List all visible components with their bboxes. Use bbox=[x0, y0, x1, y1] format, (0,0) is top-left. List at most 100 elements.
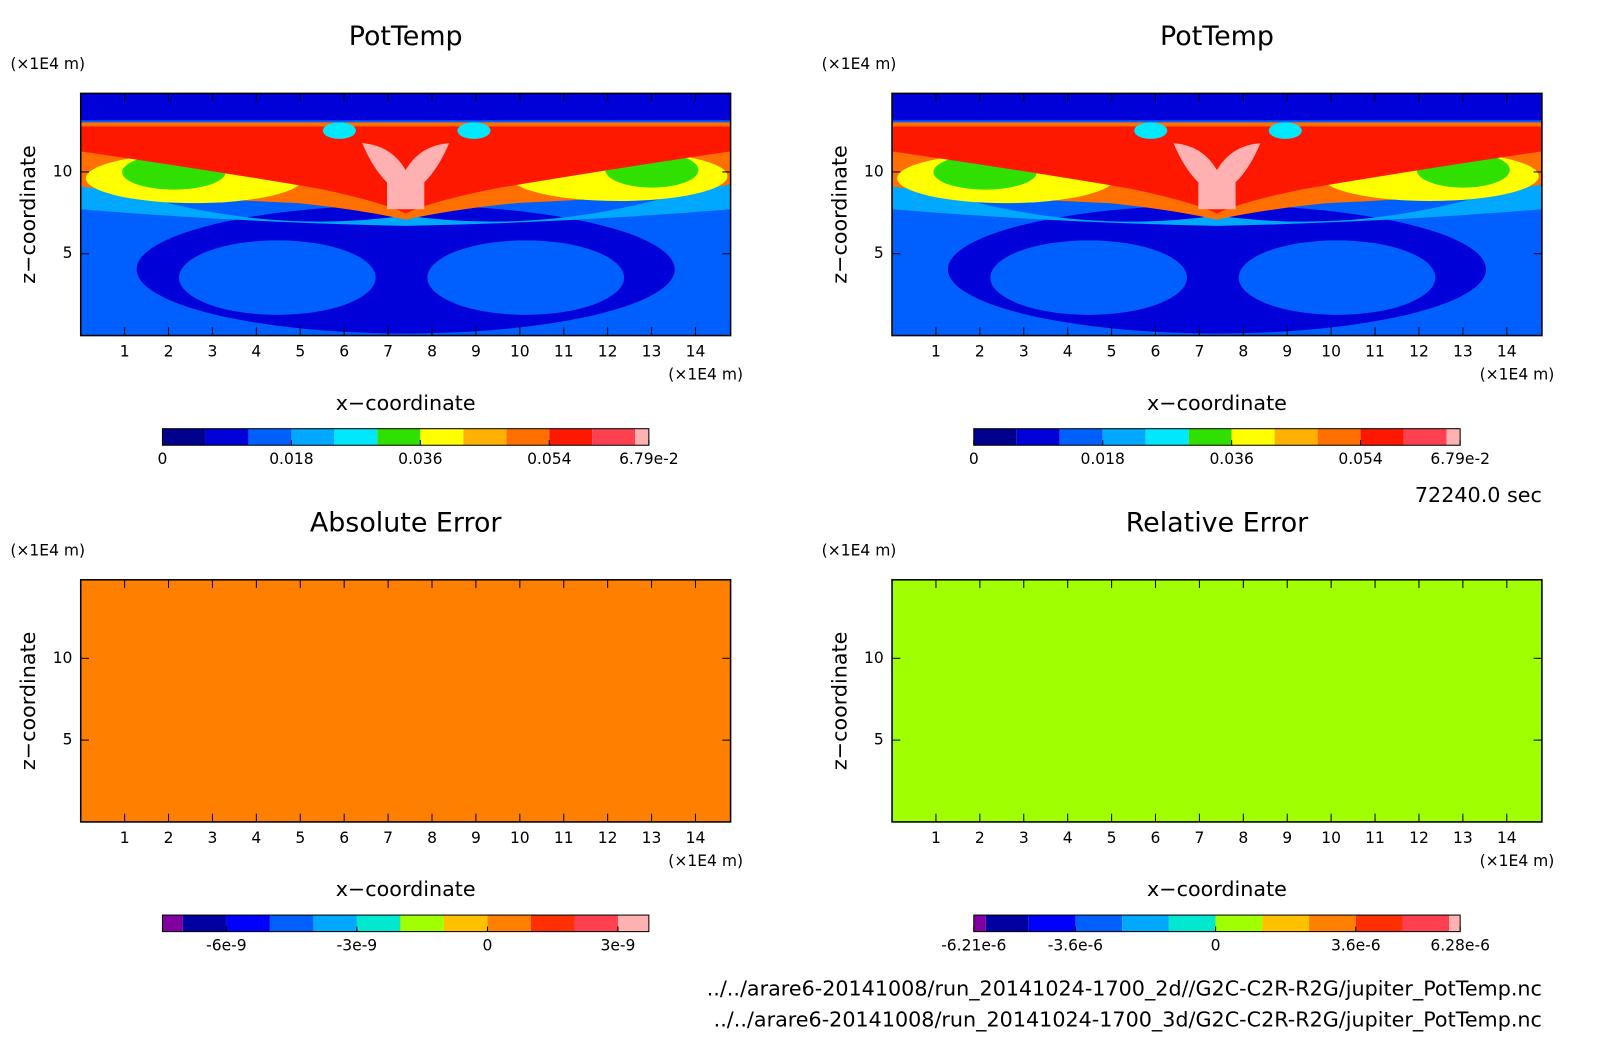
colorbar-segment bbox=[530, 915, 575, 932]
y-tick-label: 5 bbox=[63, 244, 73, 262]
colorbar-tick-label: 0 bbox=[1211, 937, 1221, 955]
colorbar-segment bbox=[463, 428, 507, 446]
colorbar-segment bbox=[377, 428, 421, 446]
x-tick-label: 13 bbox=[1453, 829, 1473, 847]
x-tick-label: 7 bbox=[383, 343, 393, 361]
y-tick-label: 10 bbox=[864, 162, 884, 180]
x-tick-label: 1 bbox=[931, 829, 941, 847]
x-tick-label: 7 bbox=[1194, 829, 1204, 847]
colorbar-tick-label: 0.018 bbox=[1081, 450, 1125, 468]
contour-region bbox=[427, 240, 625, 315]
contour-region bbox=[322, 122, 356, 139]
x-tick-label: 10 bbox=[510, 829, 530, 847]
y-unit: (×1E4 m) bbox=[10, 541, 85, 559]
colorbar-segment bbox=[1231, 428, 1275, 446]
x-tick-label: 11 bbox=[554, 343, 574, 361]
x-tick-label: 12 bbox=[1409, 343, 1429, 361]
colorbar-segment bbox=[205, 428, 249, 446]
colorbar-segment bbox=[1188, 428, 1232, 446]
y-unit: (×1E4 m) bbox=[10, 55, 85, 73]
x-tick-label: 6 bbox=[339, 343, 349, 361]
colorbar-segment bbox=[1262, 915, 1310, 932]
x-tick-label: 9 bbox=[1282, 343, 1292, 361]
colorbar-segment bbox=[162, 915, 183, 932]
x-tick-label: 6 bbox=[339, 829, 349, 847]
x-tick-label: 5 bbox=[1107, 829, 1117, 847]
plot-frame bbox=[891, 92, 1543, 337]
x-tick-label: 8 bbox=[427, 343, 437, 361]
x-tick-label: 10 bbox=[1321, 343, 1341, 361]
contour-region bbox=[362, 143, 450, 210]
x-axis-label: x−coordinate bbox=[1147, 877, 1287, 901]
plot-frame bbox=[79, 579, 732, 823]
colorbar-segment bbox=[420, 428, 464, 446]
x-tick-label: 10 bbox=[1321, 829, 1341, 847]
colorbar-segment bbox=[1168, 915, 1216, 932]
x-tick-label: 5 bbox=[295, 343, 305, 361]
colorbar-tick-label: 3e-9 bbox=[601, 937, 636, 955]
colorbar-segment bbox=[1446, 428, 1461, 446]
x-tick-label: 2 bbox=[975, 829, 985, 847]
contour-region bbox=[80, 93, 731, 121]
x-tick-label: 11 bbox=[1365, 829, 1385, 847]
x-unit: (×1E4 m) bbox=[668, 365, 743, 383]
x-tick-label: 11 bbox=[1365, 343, 1385, 361]
colorbar-segment bbox=[487, 915, 531, 932]
x-tick-label: 7 bbox=[1194, 343, 1204, 361]
panel: PotTemp (×1E4 m) (×1E4 m) x−coordinate z−coo… bbox=[822, 21, 1555, 468]
colorbar-tick-label: 6.79e-2 bbox=[1430, 450, 1490, 468]
y-tick-label: 10 bbox=[53, 649, 73, 667]
colorbar-tick-label: 0.054 bbox=[527, 450, 571, 468]
colorbar-segment bbox=[1122, 915, 1169, 932]
x-tick-label: 9 bbox=[1282, 829, 1292, 847]
panel-title: PotTemp bbox=[1160, 21, 1274, 52]
colorbar-tick-label: -6.21e-6 bbox=[941, 937, 1006, 955]
panel-title: PotTemp bbox=[349, 21, 463, 52]
colorbar-tick-label: -3e-9 bbox=[337, 937, 378, 955]
x-tick-label: 4 bbox=[1063, 343, 1073, 361]
contour-region bbox=[457, 122, 491, 139]
y-axis-label: z−coordinate bbox=[827, 632, 851, 771]
colorbar-segment bbox=[1402, 915, 1450, 932]
x-tick-label: 4 bbox=[251, 829, 261, 847]
y-axis-label: z−coordinate bbox=[16, 632, 40, 771]
x-tick-label: 4 bbox=[1063, 829, 1073, 847]
x-unit: (×1E4 m) bbox=[1480, 365, 1555, 383]
colorbar-segment bbox=[1145, 428, 1189, 446]
colorbar-segment bbox=[1449, 915, 1461, 932]
x-tick-label: 4 bbox=[251, 343, 261, 361]
x-tick-label: 3 bbox=[208, 343, 218, 361]
x-tick-label: 13 bbox=[1453, 343, 1473, 361]
x-tick-label: 6 bbox=[1151, 343, 1161, 361]
colorbar-segment bbox=[1016, 428, 1060, 446]
x-unit: (×1E4 m) bbox=[1480, 852, 1555, 870]
contour-field bbox=[80, 579, 731, 822]
x-tick-label: 7 bbox=[383, 829, 393, 847]
colorbar-segment bbox=[1102, 428, 1146, 446]
plot-frame bbox=[79, 92, 732, 337]
x-tick-label: 1 bbox=[120, 343, 130, 361]
x-tick-label: 6 bbox=[1151, 829, 1161, 847]
colorbar-segment bbox=[1059, 428, 1103, 446]
colorbar-segment bbox=[1274, 428, 1318, 446]
contour-region bbox=[1238, 240, 1436, 315]
contour-region bbox=[179, 240, 376, 315]
y-axis-label: z−coordinate bbox=[16, 145, 40, 284]
colorbar-segment bbox=[574, 915, 618, 932]
time-label: 72240.0 sec bbox=[1415, 483, 1542, 507]
colorbar-segment bbox=[1403, 428, 1447, 446]
x-axis-label: x−coordinate bbox=[336, 877, 476, 901]
x-tick-label: 11 bbox=[554, 829, 574, 847]
colorbar-segment bbox=[182, 915, 227, 932]
colorbar-frame bbox=[161, 428, 650, 446]
x-unit: (×1E4 m) bbox=[668, 852, 743, 870]
colorbar-tick-label: 0 bbox=[158, 450, 168, 468]
colorbar-segment bbox=[549, 428, 593, 446]
panel-title: Relative Error bbox=[1126, 507, 1309, 538]
x-tick-label: 5 bbox=[1107, 343, 1117, 361]
colorbar-tick-label: -6e-9 bbox=[206, 937, 247, 955]
colorbar-segment bbox=[443, 915, 488, 932]
colorbar-segment bbox=[506, 428, 550, 446]
x-tick-label: 2 bbox=[975, 343, 985, 361]
